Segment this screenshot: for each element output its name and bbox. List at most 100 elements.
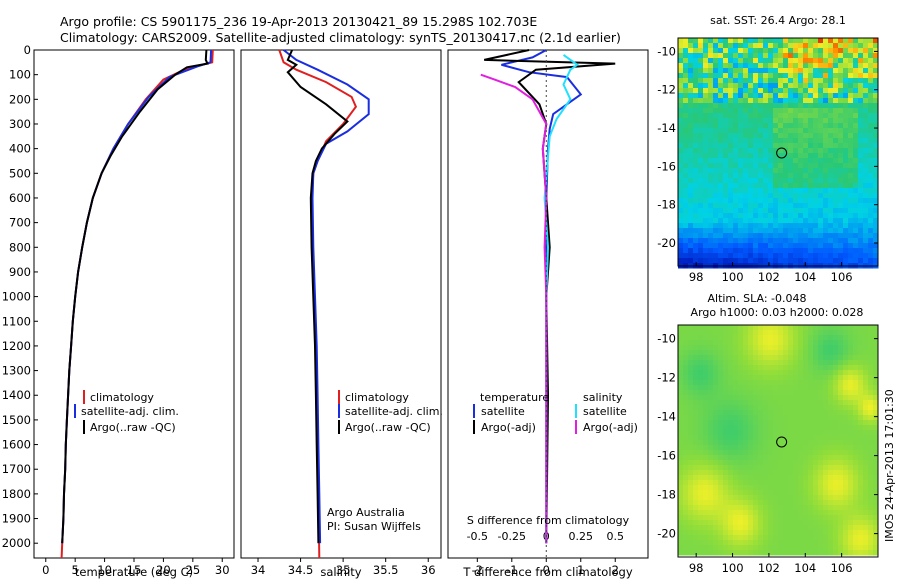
x-tick-label: 104 (794, 561, 816, 575)
heatmap-cell (813, 360, 819, 366)
heatmap-cell (678, 183, 684, 189)
heatmap-cell (768, 535, 774, 541)
heatmap-cell (873, 440, 879, 446)
heatmap-cell (703, 63, 709, 69)
heatmap-cell (688, 405, 694, 411)
heatmap-cell (808, 138, 814, 144)
heatmap-cell (683, 480, 689, 486)
heatmap-cell (773, 133, 779, 139)
heatmap-cell (738, 98, 744, 104)
heatmap-cell (818, 530, 824, 536)
heatmap-cell (743, 425, 749, 431)
heatmap-cell (818, 213, 824, 219)
heatmap-cell (853, 510, 859, 516)
heatmap-cell (703, 455, 709, 461)
heatmap-cell (773, 178, 779, 184)
heatmap-cell (753, 415, 759, 421)
heatmap-cell (683, 173, 689, 179)
heatmap-cell (843, 520, 849, 526)
heatmap-cell (863, 335, 869, 341)
heatmap-cell (698, 535, 704, 541)
heatmap-cell (803, 208, 809, 214)
heatmap-cell (858, 243, 864, 249)
heatmap-cell (678, 475, 684, 481)
heatmap-cell (793, 400, 799, 406)
heatmap-cell (818, 335, 824, 341)
heatmap-cell (763, 83, 769, 89)
heatmap-cell (783, 93, 789, 99)
heatmap-cell (698, 63, 704, 69)
heatmap-cell (808, 505, 814, 511)
heatmap-cell (678, 148, 684, 154)
heatmap-cell (748, 380, 754, 386)
heatmap-cell (693, 183, 699, 189)
heatmap-cell (798, 395, 804, 401)
heatmap-cell (768, 88, 774, 94)
heatmap-cell (683, 113, 689, 119)
heatmap-cell (693, 133, 699, 139)
heatmap-cell (828, 520, 834, 526)
heatmap-cell (818, 445, 824, 451)
heatmap-cell (688, 345, 694, 351)
heatmap-cell (833, 465, 839, 471)
heatmap-cell (818, 485, 824, 491)
heatmap-cell (703, 535, 709, 541)
heatmap-cell (733, 68, 739, 74)
heatmap-cell (678, 370, 684, 376)
heatmap-cell (818, 535, 824, 541)
heatmap-cell (678, 440, 684, 446)
heatmap-cell (843, 425, 849, 431)
heatmap-cell (863, 375, 869, 381)
heatmap-cell (873, 475, 879, 481)
heatmap-cell (763, 490, 769, 496)
heatmap-cell (818, 108, 824, 114)
heatmap-cell (788, 228, 794, 234)
x-tick-label: 10 (97, 563, 112, 577)
heatmap-cell (743, 540, 749, 546)
heatmap-cell (683, 495, 689, 501)
sla-axes: 98 100 102 104 106-10-12-14-16-18-20 (657, 332, 878, 575)
heatmap-cell (698, 48, 704, 54)
heatmap-cell (713, 228, 719, 234)
heatmap-cell (873, 193, 879, 199)
heatmap-cell (698, 253, 704, 259)
heatmap-cell (738, 158, 744, 164)
heatmap-cell (868, 58, 874, 64)
heatmap-cell (768, 495, 774, 501)
heatmap-cell (738, 360, 744, 366)
heatmap-cell (773, 445, 779, 451)
heatmap-cell (728, 88, 734, 94)
heatmap-cell (743, 405, 749, 411)
heatmap-cell (738, 455, 744, 461)
heatmap-cell (768, 395, 774, 401)
heatmap-cell (788, 465, 794, 471)
heatmap-cell (738, 133, 744, 139)
heatmap-cell (818, 520, 824, 526)
heatmap-cell (873, 148, 879, 154)
heatmap-cell (813, 375, 819, 381)
heatmap-cell (718, 410, 724, 416)
heatmap-cell (833, 68, 839, 74)
heatmap-cell (808, 440, 814, 446)
heatmap-cell (748, 505, 754, 511)
heatmap-cell (733, 330, 739, 336)
heatmap-cell (758, 48, 764, 54)
heatmap-cell (718, 500, 724, 506)
heatmap-cell (858, 53, 864, 59)
heatmap-cell (723, 325, 729, 331)
heatmap-cell (688, 455, 694, 461)
heatmap-cell (738, 43, 744, 49)
heatmap-cell (743, 183, 749, 189)
heatmap-cell (688, 73, 694, 79)
heatmap-cell (713, 53, 719, 59)
heatmap-cell (773, 223, 779, 229)
heatmap-cell (753, 520, 759, 526)
heatmap-cell (708, 455, 714, 461)
heatmap-cell (708, 515, 714, 521)
heatmap-cell (743, 330, 749, 336)
heatmap-cell (753, 345, 759, 351)
heatmap-cell (838, 238, 844, 244)
heatmap-cell (778, 545, 784, 551)
heatmap-cell (848, 53, 854, 59)
heatmap-cell (708, 73, 714, 79)
